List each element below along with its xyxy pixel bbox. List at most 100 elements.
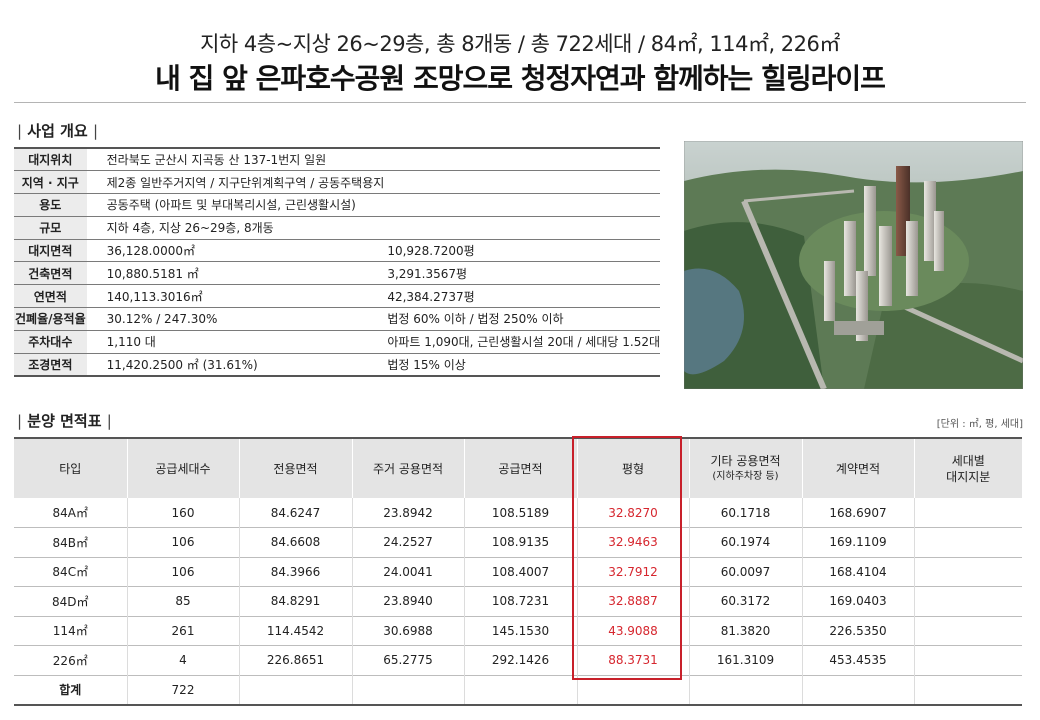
overview-row-value: 공동주택 (아파트 및 부대복리시설, 근린생활시설) (106, 198, 356, 213)
overview-row-value-secondary: 3,291.3567평 (387, 266, 468, 281)
cell-pyeong: 32.8887 (577, 586, 690, 616)
total-empty-cell (689, 675, 803, 705)
overview-row-value: 36,128.0000㎡ (106, 244, 195, 259)
total-empty-cell (464, 675, 578, 705)
col-header-pyeong: 평형 (577, 438, 690, 498)
cell-contract-area: 226.5350 (802, 616, 915, 646)
cell-other-common-area: 60.3172 (689, 586, 803, 616)
unit-note: [단위 : ㎡, 평, 세대] (936, 419, 1023, 430)
overview-row: 지역 · 지구 제2종 일반주거지역 / 지구단위계획구역 / 공동주택용지 (14, 170, 660, 194)
overview-row-value-secondary (384, 148, 660, 171)
overview-row-value: 지하 4층, 지상 26~29층, 8개동 (106, 221, 274, 236)
cell-other-common-area: 60.1718 (689, 498, 803, 528)
cell-other-common-area: 60.0097 (689, 557, 803, 587)
overview-row-value: 10,880.5181 ㎡ (106, 266, 199, 281)
cell-exclusive-area: 84.3966 (239, 557, 353, 587)
cell-contract-area: 169.1109 (802, 527, 915, 557)
overview-row-label: 규모 (14, 216, 87, 240)
overview-row: 용도 공동주택 (아파트 및 부대복리시설, 근린생활시설) (14, 193, 660, 217)
cell-exclusive-area: 84.6608 (239, 527, 353, 557)
overview-row-value-secondary: 법정 15% 이상 (387, 357, 466, 372)
cell-units: 160 (127, 498, 240, 528)
overview-row-value-secondary: 아파트 1,090대, 근린생활시설 20대 / 세대당 1.52대 (387, 335, 660, 350)
table-row: 226㎡ 4 226.8651 65.2775 292.1426 88.3731 161.3… (14, 645, 1022, 676)
top-divider (14, 102, 1026, 103)
cell-supply-area: 145.1530 (464, 616, 578, 646)
page-headline: 내 집 앞 은파호수공원 조망으로 청정자연과 함께하는 힐링라이프 (155, 62, 886, 95)
cell-exclusive-area: 84.6247 (239, 498, 353, 528)
table-row: 84C㎡ 106 84.3966 24.0041 108.4007 32.7912 60.0… (14, 557, 1022, 587)
cell-other-common-area: 161.3109 (689, 645, 803, 675)
cell-units: 106 (127, 527, 240, 557)
cell-pyeong: 32.7912 (577, 557, 690, 587)
cell-residential-common-area: 24.0041 (352, 557, 465, 587)
col-header-other-common-area-sub: (지하주차장 등) (712, 470, 779, 482)
cell-land-share (914, 498, 1022, 528)
overview-row-label: 조경면적 (14, 353, 87, 376)
cell-residential-common-area: 23.8942 (352, 498, 465, 528)
cell-type: 84D㎡ (14, 586, 128, 616)
cell-supply-area: 108.4007 (464, 557, 578, 587)
cell-pyeong: 43.9088 (577, 616, 690, 646)
overview-row-value: 140,113.3016㎡ (106, 289, 203, 304)
table-row: 114㎡ 261 114.4542 30.6988 145.1530 43.9088 81.… (14, 616, 1022, 646)
col-header-residential-common-area: 주거 공용면적 (352, 438, 465, 498)
cell-contract-area: 168.6907 (802, 498, 915, 528)
total-units: 722 (127, 675, 240, 705)
cell-residential-common-area: 65.2775 (352, 645, 465, 675)
table-row: 84B㎡ 106 84.6608 24.2527 108.9135 32.9463 60.1… (14, 527, 1022, 558)
cell-other-common-area: 81.3820 (689, 616, 803, 646)
cell-type: 84C㎡ (14, 557, 128, 587)
overview-row-value: 11,420.2500 ㎡ (31.61%) (106, 357, 258, 372)
cell-contract-area: 453.4535 (802, 645, 915, 675)
cell-contract-area: 168.4104 (802, 557, 915, 587)
overview-row-value-secondary: 법정 60% 이하 / 법정 250% 이하 (387, 312, 564, 327)
total-empty-cell (239, 675, 353, 705)
cell-exclusive-area: 114.4542 (239, 616, 353, 646)
cell-units: 85 (127, 586, 240, 616)
overview-row-label: 대지면적 (14, 239, 87, 262)
cell-residential-common-area: 30.6988 (352, 616, 465, 646)
col-header-other-common-area: 기타 공용면적 (지하주차장 등) (689, 438, 803, 498)
cell-land-share (914, 557, 1022, 587)
overview-row-label: 건폐율/용적율 (14, 307, 87, 331)
cell-units: 4 (127, 645, 240, 675)
overview-row-value-secondary (384, 194, 660, 217)
col-header-units: 공급세대수 (127, 438, 240, 498)
overview-row-label: 지역 · 지구 (14, 170, 87, 194)
col-header-land-share-sub: 대지지분 (946, 469, 991, 484)
cell-supply-area: 292.1426 (464, 645, 578, 675)
cell-exclusive-area: 226.8651 (239, 645, 353, 675)
col-header-supply-area: 공급면적 (464, 438, 578, 498)
col-header-land-share-label: 세대별 (951, 453, 985, 468)
overview-row-value: 30.12% / 247.30% (106, 311, 218, 326)
overview-row-label: 주차대수 (14, 330, 87, 354)
overview-row-value-secondary: 10,928.7200평 (387, 244, 475, 259)
area-section-title: | 분양 면적표 | (17, 412, 112, 430)
total-empty-cell (914, 675, 1022, 705)
overview-row-value-secondary (384, 171, 660, 194)
cell-units: 106 (127, 557, 240, 587)
overview-row: 건폐율/용적율 30.12% / 247.30% 법정 60% 이하 / 법정 25… (14, 307, 660, 331)
area-table-header: 타입 공급세대수 전용면적 주거 공용면적 공급면적 평형 기타 공용면적 (지… (14, 438, 1022, 498)
overview-section-title: | 사업 개요 | (17, 122, 99, 140)
cell-land-share (914, 616, 1022, 646)
col-header-land-share: 세대별 대지지분 (914, 438, 1022, 498)
total-empty-cell (802, 675, 915, 705)
overview-row-value-secondary (384, 216, 660, 239)
overview-row: 조경면적 11,420.2500 ㎡ (31.61%) 법정 15% 이상 (14, 353, 660, 376)
col-header-contract-area: 계약면적 (802, 438, 915, 498)
cell-pyeong: 32.8270 (577, 498, 690, 528)
cell-land-share (914, 646, 1022, 676)
cell-supply-area: 108.7231 (464, 586, 578, 616)
cell-land-share (914, 528, 1022, 558)
cell-type: 84B㎡ (14, 527, 128, 557)
cell-type: 84A㎡ (14, 498, 128, 528)
table-row: 84D㎡ 85 84.8291 23.8940 108.7231 32.8887 60.31… (14, 586, 1022, 617)
cell-supply-area: 108.5189 (464, 498, 578, 528)
overview-row-label: 건축면적 (14, 261, 87, 285)
overview-row: 주차대수 1,110 대 아파트 1,090대, 근린생활시설 20대 / 세대당 … (14, 330, 660, 354)
cell-land-share (914, 587, 1022, 617)
overview-row-label: 연면적 (14, 284, 87, 308)
page-subtitle: 지하 4층~지상 26~29층, 총 8개동 / 총 722세대 / 84㎡, … (200, 32, 840, 56)
